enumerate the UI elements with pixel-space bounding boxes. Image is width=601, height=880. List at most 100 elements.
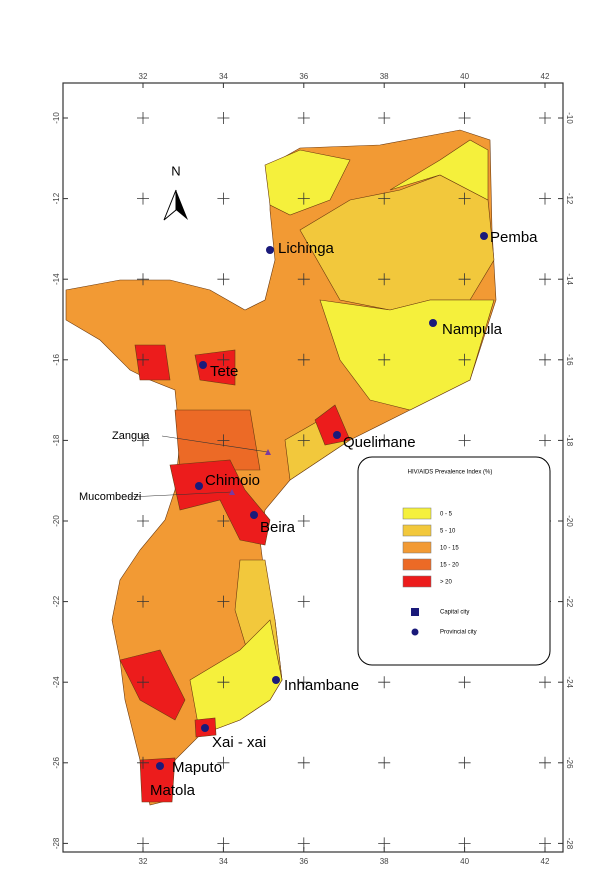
grid-cross [378, 353, 391, 366]
legend-label: 10 - 15 [440, 546, 459, 552]
grid-cross [217, 434, 230, 447]
city-marker [201, 724, 209, 732]
grid-cross [137, 756, 149, 769]
grid-cross [217, 837, 230, 850]
grid-cross [378, 676, 391, 689]
city-marker [266, 246, 274, 254]
latitude-label: -22 [565, 596, 574, 608]
longitude-label: 38 [380, 72, 389, 81]
grid-cross [137, 837, 149, 850]
grid-cross [297, 676, 310, 689]
longitude-label: 38 [380, 857, 389, 866]
province [169, 459, 271, 546]
grid-cross [137, 676, 149, 689]
leader-line [128, 491, 233, 498]
grid-cross [539, 434, 551, 447]
legend-label: 15 - 20 [440, 563, 459, 569]
province [119, 649, 186, 721]
place-label: Mucombedzi [79, 491, 141, 503]
province [314, 404, 351, 446]
latitude-label: -24 [565, 676, 574, 688]
longitude-label: 36 [299, 857, 308, 866]
grid-cross [539, 353, 551, 366]
place-label: Zangua [112, 430, 150, 442]
longitude-label: 42 [541, 857, 550, 866]
grid-cross [217, 273, 230, 286]
grid-cross [297, 595, 310, 608]
latitude-label: -12 [565, 193, 574, 205]
grid-cross [297, 756, 310, 769]
legend-swatch [402, 558, 432, 571]
grid-cross [378, 273, 391, 286]
grid-cross [378, 837, 391, 850]
grid-cross [458, 112, 471, 124]
legend-symbol-label: Capital city [440, 610, 469, 616]
grid-cross [297, 515, 310, 527]
province [389, 139, 489, 201]
longitude-label: 40 [460, 72, 469, 81]
grid-cross [297, 837, 310, 850]
legend-swatch [402, 524, 432, 537]
city-label: Xai - xai [212, 734, 266, 751]
latitude-label: -20 [565, 515, 574, 527]
city-marker [480, 232, 488, 240]
latitude-label: -26 [565, 757, 574, 769]
legend-label: 0 - 5 [440, 512, 453, 518]
grid-cross [378, 192, 391, 205]
grid-cross [539, 676, 551, 689]
grid-cross [297, 112, 310, 124]
grid-cross [297, 434, 310, 447]
latitude-label: -28 [52, 837, 61, 849]
city-label: Maputo [172, 759, 222, 776]
longitude-label: 32 [139, 857, 148, 866]
longitude-label: 42 [541, 72, 550, 81]
grid-cross [217, 192, 230, 205]
city-marker [156, 762, 164, 770]
legend-swatch [402, 541, 432, 554]
legend-label: > 20 [440, 580, 453, 586]
longitude-label: 36 [299, 72, 308, 81]
latitude-label: -14 [565, 273, 574, 285]
legend-title: HIV/AIDS Prevalence Index (%) [408, 470, 493, 476]
city-label: Quelimane [343, 434, 416, 451]
latitude-label: -16 [52, 353, 61, 365]
grid-cross [458, 676, 471, 689]
grid-cross [458, 192, 471, 205]
longitude-label: 40 [460, 857, 469, 866]
place-marker [265, 449, 271, 455]
city-label: Matola [150, 782, 196, 799]
north-arrow: N [163, 163, 188, 221]
grid-cross [137, 192, 149, 205]
grid-cross [378, 756, 391, 769]
north-label: N [171, 163, 180, 178]
latitude-label: -22 [52, 595, 61, 607]
latitude-label: -10 [52, 112, 61, 124]
city-label: Inhambane [284, 677, 359, 694]
latitude-label: -16 [565, 354, 574, 366]
latitude-label: -12 [52, 192, 61, 204]
latitude-label: -24 [52, 676, 61, 688]
grid-cross [137, 273, 149, 286]
province [264, 149, 351, 216]
longitude-label: 34 [219, 857, 228, 866]
province [299, 174, 495, 311]
grid-cross [137, 595, 149, 608]
grid-cross [217, 756, 230, 769]
legend-symbol-label: Provincial city [440, 630, 477, 636]
provincial-symbol [411, 628, 419, 636]
city-marker [429, 319, 437, 327]
latitude-label: -28 [565, 838, 574, 850]
grid-cross [217, 676, 230, 689]
capital-symbol [411, 608, 419, 616]
grid-cross [539, 192, 551, 205]
leader-line [161, 435, 269, 453]
latitude-label: -20 [52, 515, 61, 527]
grid-cross [217, 515, 230, 527]
longitude-label: 32 [139, 72, 148, 81]
grid-cross [458, 273, 471, 286]
city-label: Pemba [490, 229, 538, 246]
latitude-label: -18 [565, 435, 574, 447]
grid-cross [297, 192, 310, 205]
latitude-label: -14 [52, 273, 61, 285]
grid-cross [217, 353, 230, 366]
